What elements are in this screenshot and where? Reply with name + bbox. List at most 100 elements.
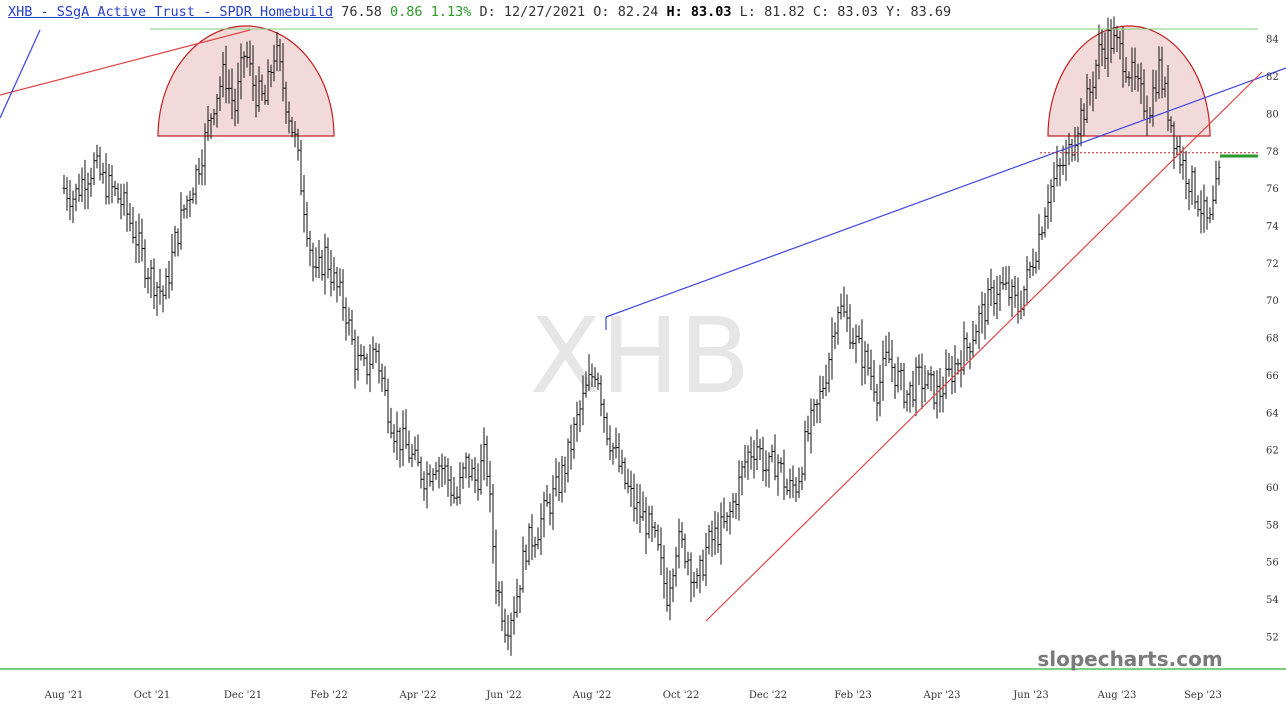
price-axis: 52 54 56 58 60 62 64 66 68 70 72 74 76 78 80 82 84 [1266,35,1279,644]
ohlc-bar [995,275,999,320]
ohlc-bar [170,233,174,291]
ohlc-bar [71,190,75,224]
ohlc-bar [740,461,744,496]
ohlc-bar [581,375,585,426]
ohlc-bar [122,183,126,216]
ohlc-bar [791,465,795,498]
symbol-title-link[interactable]: XHB - SSgA Active Trust - SPDR Homebuild [8,4,334,20]
ohlc-bar [635,483,639,525]
ohlc-bar [446,458,450,497]
x-tick-label: Feb '23 [834,690,871,701]
upper-red-trendline [0,29,251,96]
price-bars [62,16,1221,656]
ohlc-bar [698,555,702,594]
ohlc-bar [833,322,837,350]
ohlc-bar [827,352,831,393]
ohlc-bar [989,268,993,306]
ohlc-bar [1049,179,1053,222]
low-label: L: [739,4,756,20]
ohlc-bar [917,354,921,386]
ohlc-bar [1190,165,1194,205]
ohlc-bar [1016,277,1020,324]
ohlc-bar [992,279,996,316]
ohlc-bar [377,343,381,384]
ohlc-bar [776,454,780,496]
price-change-pct: 1.13% [430,4,472,20]
ohlc-bar [830,317,834,380]
ohlc-bar [860,319,864,386]
ohlc-bar [614,427,618,459]
ohlc-bar [1013,275,1017,308]
ohlc-bar [494,529,498,605]
ohlc-bar [734,492,738,520]
ohlc-bar [77,173,81,202]
ohlc-bar [809,398,813,454]
ohlc-bar [110,165,114,204]
ohlc-bar [980,291,984,334]
ohlc-bar [215,94,219,128]
ohlc-bar [884,335,888,367]
ohlc-bar [359,344,363,361]
x-tick-label: Oct '22 [663,690,699,701]
x-tick-label: Aug '21 [44,690,84,701]
ohlc-bar [857,325,861,344]
ohlc-bar [260,74,264,101]
ohlc-bar [347,307,351,336]
ohlc-bar [617,433,621,473]
ohlc-bar [971,320,975,359]
ohlc-bar [200,149,204,186]
ohlc-bar [1037,214,1041,270]
ohlc-bar [404,409,408,449]
ohlc-bar [212,108,216,126]
ohlc-bar [977,305,981,349]
ohlc-bar [209,113,213,140]
ohlc-bar [1046,184,1050,229]
ohlc-bar [89,167,93,197]
ohlc-bar [431,468,435,491]
ohlc-bar [851,327,855,350]
ohlc-bar [341,269,345,321]
ohlc-bar [194,164,198,205]
ohlc-bar [305,201,309,247]
ohlc-bar [308,230,312,267]
ohlc-bar [1094,59,1098,99]
y-tick-label: 62 [1266,446,1279,457]
ohlc-bar [599,375,603,417]
ohlc-bar [1169,116,1173,133]
ohlc-bar [701,549,705,581]
ohlc-bar [101,162,105,184]
ohlc-bar [413,436,417,461]
ohlc-bar [650,505,654,543]
ohlc-bar [944,349,948,400]
ohlc-bar [896,356,900,393]
ohlc-bar [686,551,690,576]
ohlc-bar [440,453,444,488]
rounded-top-patterns [157,25,1211,137]
ohlc-bar [1157,46,1161,99]
ohlc-bar [578,400,582,433]
ohlc-bar [1202,184,1206,233]
ohlc-bar [506,614,510,651]
ohlc-bar [155,281,159,316]
ohlc-bar [386,378,390,434]
ohlc-bar [1070,138,1074,162]
ohlc-bar [779,457,783,473]
ohlc-bar [773,434,777,481]
ohlc-bar [572,417,576,459]
ohlc-bar [161,285,165,313]
ohlc-bar [695,568,699,589]
ohlc-bar [872,359,876,402]
ohlc-bar [767,452,771,488]
ohlc-bar [659,527,663,576]
x-tick-label: Dec '21 [224,690,262,701]
ohlc-bar [818,375,822,424]
close-label: C: [812,4,830,20]
date-value: 12/27/2021 [503,4,586,20]
rising-blue-trendline [605,67,1286,318]
ohlc-bar [434,461,438,480]
rounded-top-left [157,25,335,137]
ohlc-bar [272,44,276,82]
ohlc-bar [719,502,723,565]
ohlc-bar [479,444,483,495]
